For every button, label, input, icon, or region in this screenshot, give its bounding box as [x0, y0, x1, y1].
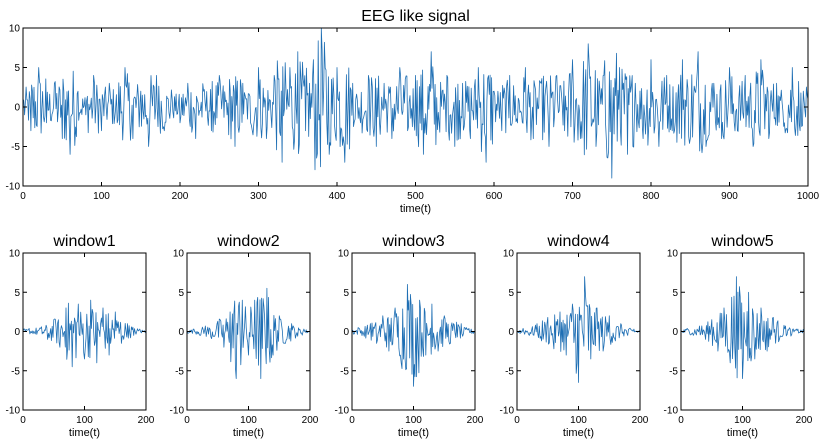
y-tick-label: -10	[6, 182, 21, 193]
x-axis-label: time(t)	[398, 427, 429, 439]
chart-title: window2	[216, 233, 279, 250]
chart-title: EEG like signal	[361, 8, 470, 25]
y-tick-label: 5	[178, 288, 184, 299]
x-tick-label: 100	[734, 415, 751, 426]
signal-line	[680, 276, 805, 379]
plot-area	[516, 252, 641, 411]
signal-line	[351, 284, 476, 387]
y-tick-label: 0	[343, 327, 349, 338]
x-axis-label: time(t)	[400, 203, 431, 215]
y-tick-label: -5	[11, 366, 20, 377]
x-tick-label: 900	[721, 191, 738, 202]
chart-panels: 0 100 200 300 400 500 600 700 800 900 1000-10-5051…	[6, 8, 820, 439]
plot-area	[22, 252, 147, 411]
y-tick-label: -10	[664, 406, 679, 417]
y-tick-label: 0	[14, 103, 20, 114]
y-tick-label: -5	[340, 366, 349, 377]
y-tick-label: 10	[338, 249, 350, 260]
x-tick-label: 200	[138, 415, 155, 426]
signal-line	[186, 287, 311, 379]
y-tick-label: 10	[173, 249, 185, 260]
chart-panel-0: 0 100 200 300 400 500 600 700 800 900 1000 -10 -5 0 5 1…	[6, 8, 820, 215]
x-tick-label: 0	[678, 415, 684, 426]
x-axis-label: time(t)	[563, 427, 594, 439]
y-tick-label: -5	[11, 142, 20, 153]
chart-title: window3	[381, 233, 444, 250]
y-tick-label: -10	[6, 406, 21, 417]
y-tick-label: 0	[508, 327, 514, 338]
y-tick-label: 10	[667, 249, 679, 260]
signal-line	[22, 299, 147, 368]
x-tick-label: 700	[564, 191, 581, 202]
chart-panel-5: 0 100 200 -10 -5 0 5 10 window5 time(t)	[664, 233, 813, 439]
x-tick-label: 500	[407, 191, 424, 202]
x-tick-label: 400	[329, 191, 346, 202]
y-tick-label: 0	[672, 327, 678, 338]
x-tick-label: 200	[632, 415, 649, 426]
y-tick-label: 5	[343, 288, 349, 299]
x-tick-label: 800	[643, 191, 660, 202]
y-tick-label: 5	[14, 63, 20, 74]
x-tick-label: 0	[20, 415, 26, 426]
x-tick-label: 100	[570, 415, 587, 426]
y-tick-label: 10	[503, 249, 515, 260]
x-tick-label: 0	[20, 191, 26, 202]
signal-line	[22, 27, 809, 179]
y-tick-label: -10	[170, 406, 185, 417]
x-tick-label: 300	[250, 191, 267, 202]
signal-line	[516, 276, 641, 383]
y-tick-label: -5	[669, 366, 678, 377]
x-tick-label: 100	[76, 415, 93, 426]
y-tick-label: -10	[335, 406, 350, 417]
x-tick-label: 200	[302, 415, 319, 426]
y-tick-label: 10	[9, 249, 21, 260]
y-tick-label: 0	[178, 327, 184, 338]
y-tick-label: 5	[14, 288, 20, 299]
x-tick-label: 600	[486, 191, 503, 202]
plot-area	[22, 27, 809, 187]
x-tick-label: 100	[93, 191, 110, 202]
x-tick-label: 100	[240, 415, 257, 426]
x-axis-label: time(t)	[233, 427, 264, 439]
x-tick-label: 200	[172, 191, 189, 202]
x-tick-label: 200	[796, 415, 813, 426]
x-tick-label: 0	[514, 415, 520, 426]
x-tick-label: 200	[467, 415, 484, 426]
y-tick-label: 5	[672, 288, 678, 299]
x-axis-label: time(t)	[69, 427, 100, 439]
chart-title: window1	[52, 233, 115, 250]
x-tick-label: 1000	[797, 191, 820, 202]
chart-panel-2: 0 100 200 -10 -5 0 5 10 window2 time(t)	[170, 233, 319, 439]
x-tick-label: 0	[349, 415, 355, 426]
y-tick-label: 5	[508, 288, 514, 299]
x-tick-label: 0	[184, 415, 190, 426]
chart-panel-4: 0 100 200 -10 -5 0 5 10 window4 time(t)	[500, 233, 649, 439]
y-tick-label: -10	[500, 406, 515, 417]
y-tick-label: -5	[175, 366, 184, 377]
chart-title: window5	[710, 233, 773, 250]
chart-panel-3: 0 100 200 -10 -5 0 5 10 window3 time(t)	[335, 233, 484, 439]
y-tick-label: 10	[9, 24, 21, 35]
x-axis-label: time(t)	[727, 427, 758, 439]
chart-title: window4	[546, 233, 609, 250]
y-tick-label: -5	[505, 366, 514, 377]
y-tick-label: 0	[14, 327, 20, 338]
chart-panel-1: 0 100 200 -10 -5 0 5 10 window1 time(t)	[6, 233, 155, 439]
x-tick-label: 100	[405, 415, 422, 426]
